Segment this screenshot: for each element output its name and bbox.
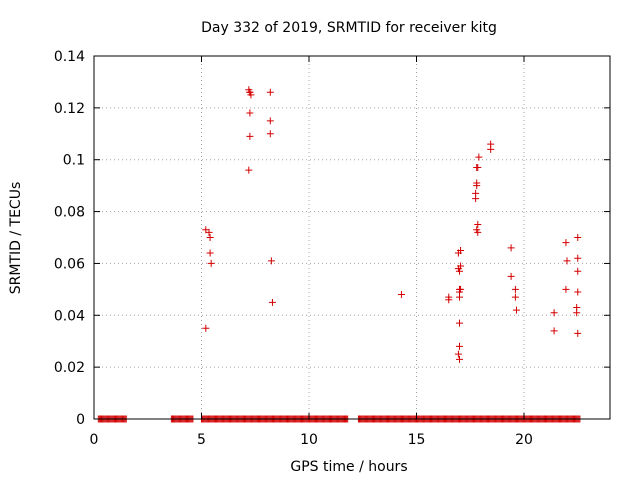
y-tick-label: 0.1 (63, 153, 85, 169)
chart-title: Day 332 of 2019, SRMTID for receiver kit… (201, 20, 497, 36)
y-axis-label: SRMTID / TECUs (8, 182, 24, 295)
data-point (563, 257, 571, 265)
data-point (507, 244, 515, 252)
y-tick-label: 0.14 (54, 49, 85, 65)
y-tick-label: 0 (76, 412, 85, 428)
data-point (511, 285, 519, 293)
data-point (245, 166, 253, 174)
data-point (574, 329, 582, 337)
data-point (202, 324, 210, 332)
data-point (574, 288, 582, 296)
data-point (445, 293, 453, 301)
x-axis-label: GPS time / hours (290, 459, 407, 475)
data-point (574, 267, 582, 275)
y-tick-label: 0.12 (54, 101, 85, 117)
data-point (573, 309, 581, 317)
data-point (474, 228, 482, 236)
data-point (246, 88, 254, 96)
data-point (511, 293, 519, 301)
data-points (202, 86, 582, 363)
axis-ticks: 0 5 10 15 20 0 0.02 0.04 0.06 0.08 0.1 0.12 0.14 (54, 49, 610, 448)
data-point (266, 117, 274, 125)
data-point (562, 285, 570, 293)
data-point (456, 288, 463, 296)
data-point (206, 249, 214, 257)
data-point (246, 132, 254, 140)
grid (94, 56, 610, 419)
y-tick-label: 0.02 (54, 360, 85, 376)
data-point (472, 189, 480, 197)
data-point (246, 109, 254, 117)
data-point (457, 246, 465, 254)
data-point (574, 234, 582, 241)
data-point (454, 265, 462, 273)
data-point (456, 342, 463, 350)
data-point (456, 355, 463, 363)
data-point (268, 298, 276, 306)
x-tick-label: 15 (408, 432, 426, 448)
plot-area-border (93, 55, 611, 420)
y-tick-label: 0.04 (54, 308, 85, 324)
data-point (475, 153, 483, 161)
data-point (550, 309, 558, 317)
data-point (550, 327, 558, 335)
data-point (474, 163, 482, 171)
data-point (512, 306, 520, 314)
x-tick-label: 10 (300, 432, 318, 448)
data-point (456, 319, 463, 327)
data-point (207, 259, 215, 267)
data-point (487, 140, 495, 148)
x-tick-label: 20 (515, 432, 533, 448)
data-point (206, 234, 214, 241)
data-point (474, 221, 482, 229)
data-point (397, 291, 405, 299)
x-tick-label: 5 (197, 432, 206, 448)
data-point (454, 350, 462, 358)
y-tick-label: 0.06 (54, 256, 85, 272)
data-point (266, 130, 274, 138)
data-point (266, 88, 274, 96)
data-point (562, 239, 570, 247)
y-tick-label: 0.08 (54, 205, 85, 221)
data-point (574, 254, 582, 262)
data-point (473, 179, 481, 187)
data-point (507, 272, 515, 280)
data-point (205, 228, 213, 236)
data-point (267, 257, 275, 265)
x-tick-label: 0 (90, 432, 99, 448)
